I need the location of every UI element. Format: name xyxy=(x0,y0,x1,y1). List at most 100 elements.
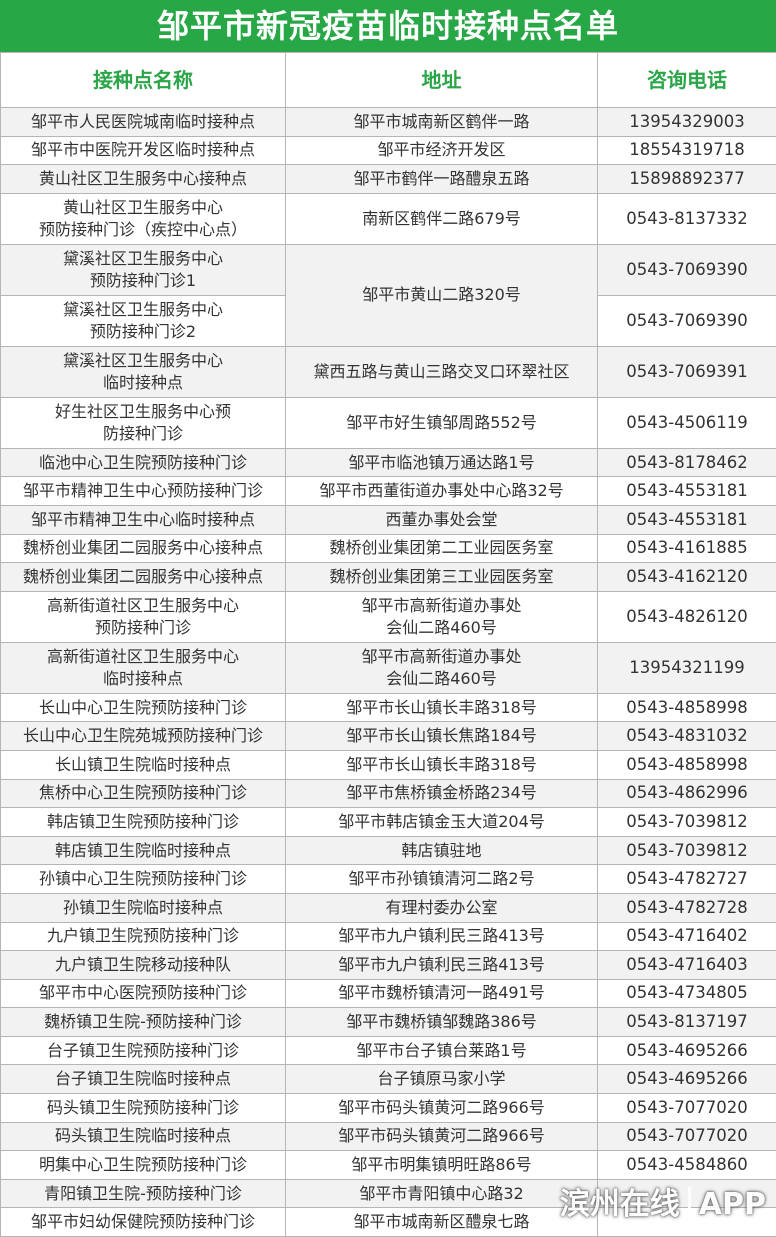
phone-cell: 0543-4695266 xyxy=(597,1035,776,1066)
name-cell: 黄山社区卫生服务中心接种点 xyxy=(0,164,286,194)
phone-cell: 0543-7039812 xyxy=(597,807,776,837)
row: 台子镇卫生院临时接种点 台子镇原马家小学 0543-4695266 xyxy=(0,1064,776,1095)
row: 长山中心卫生院苑城预防接种门诊 邹平市长山镇长焦路184号 0543-4831032 xyxy=(0,721,776,751)
phone-cell xyxy=(597,1207,776,1237)
name-cell: 码头镇卫生院临时接种点 xyxy=(0,1121,286,1152)
name-cell: 高新街道社区卫生服务中心 临时接种点 xyxy=(0,641,286,694)
address-cell: 邹平市九户镇利民三路413号 xyxy=(285,921,598,952)
address-cell: 邹平市孙镇镇清河二路2号 xyxy=(285,864,598,894)
address-cell: 邹平市高新街道办事处 会仙二路460号 xyxy=(285,641,598,694)
table: 接种点名称 地址 咨询电话 邹平市人民医院城南临时接种点 邹平市城南新区鹤伴一路 1… xyxy=(0,52,776,1237)
title: 邹平市新冠疫苗临时接种点名单 xyxy=(0,0,776,52)
row: 码头镇卫生院预防接种门诊 邹平市码头镇黄河二路966号 0543-7077020 xyxy=(0,1093,776,1123)
row: 邹平市妇幼保健院预防接种门诊 邹平市城南新区醴泉七路 xyxy=(0,1207,776,1237)
name-cell: 黛溪社区卫生服务中心 预防接种门诊1 xyxy=(0,243,286,296)
phone-cell: 13954329003 xyxy=(597,107,776,137)
row: 焦桥中心卫生院预防接种门诊 邹平市焦桥镇金桥路234号 0543-4862996 xyxy=(0,778,776,809)
name-cell: 魏桥创业集团二园服务中心接种点 xyxy=(0,533,286,564)
phone-cell: 0543-4162120 xyxy=(597,562,776,592)
phone-cell: 0543-8137197 xyxy=(597,1007,776,1037)
name-cell: 韩店镇卫生院临时接种点 xyxy=(0,835,286,866)
phone-cell: 0543-8178462 xyxy=(597,447,776,478)
row: 黛溪社区卫生服务中心 预防接种门诊2 0543-7069390 xyxy=(0,294,776,347)
phone-cell: 0543-4831032 xyxy=(597,721,776,751)
address-cell: 邹平市经济开发区 xyxy=(285,135,598,166)
table-body: 邹平市人民医院城南临时接种点 邹平市城南新区鹤伴一路 13954329003 邹平市中… xyxy=(0,107,776,1237)
phone-cell: 0543-4161885 xyxy=(597,533,776,564)
name-cell: 邹平市妇幼保健院预防接种门诊 xyxy=(0,1207,286,1237)
address-cell: 邹平市好生镇邹周路552号 xyxy=(285,396,598,449)
name-cell: 长山中心卫生院预防接种门诊 xyxy=(0,692,286,723)
name-cell: 台子镇卫生院预防接种门诊 xyxy=(0,1035,286,1066)
row: 魏桥创业集团二园服务中心接种点 魏桥创业集团第二工业园医务室 0543-416188… xyxy=(0,533,776,564)
phone-cell: 15898892377 xyxy=(597,164,776,194)
address-cell: 邹平市城南新区鹤伴一路 xyxy=(285,107,598,137)
name-cell: 码头镇卫生院预防接种门诊 xyxy=(0,1093,286,1123)
phone-cell: 0543-4826120 xyxy=(597,590,776,643)
row: 台子镇卫生院预防接种门诊 邹平市台子镇台莱路1号 0543-4695266 xyxy=(0,1035,776,1066)
address-cell: 南新区鹤伴二路679号 xyxy=(285,192,598,245)
row: 韩店镇卫生院预防接种门诊 邹平市韩店镇金玉大道204号 0543-7039812 xyxy=(0,807,776,837)
address-cell: 魏桥创业集团第三工业园医务室 xyxy=(285,562,598,592)
address-cell: 台子镇原马家小学 xyxy=(285,1064,598,1095)
name-cell: 孙镇中心卫生院预防接种门诊 xyxy=(0,864,286,894)
phone-cell: 0543-4553181 xyxy=(597,476,776,506)
phone-cell: 0543-4584860 xyxy=(597,1150,776,1180)
address-cell: 邹平市九户镇利民三路413号 xyxy=(285,950,598,980)
row: 黛溪社区卫生服务中心 预防接种门诊1 邹平市黄山二路320号 0543-706939… xyxy=(0,243,776,347)
name-cell: 黛溪社区卫生服务中心 临时接种点 xyxy=(0,345,286,398)
phone-cell: 0543-7069390 xyxy=(597,294,776,347)
row: 邹平市中心医院预防接种门诊 邹平市魏桥镇清河一路491号 0543-4734805 xyxy=(0,978,776,1009)
address-cell: 邹平市韩店镇金玉大道204号 xyxy=(285,807,598,837)
name-cell: 邹平市精神卫生中心临时接种点 xyxy=(0,504,286,535)
phone-cell: 0543-7077020 xyxy=(597,1121,776,1152)
phone-cell: 0543-7069391 xyxy=(597,345,776,398)
row: 邹平市精神卫生中心临时接种点 西董办事处会堂 0543-4553181 xyxy=(0,504,776,535)
name-cell: 孙镇卫生院临时接种点 xyxy=(0,892,286,923)
address-cell: 西董办事处会堂 xyxy=(285,504,598,535)
phone-cell: 0543-4734805 xyxy=(597,978,776,1009)
address-cell: 邹平市码头镇黄河二路966号 xyxy=(285,1121,598,1152)
address-cell: 邹平市青阳镇中心路32 xyxy=(285,1178,598,1209)
name-cell: 韩店镇卫生院预防接种门诊 xyxy=(0,807,286,837)
address-cell: 邹平市长山镇长焦路184号 xyxy=(285,721,598,751)
name-cell: 九户镇卫生院预防接种门诊 xyxy=(0,921,286,952)
name-cell: 青阳镇卫生院-预防接种门诊 xyxy=(0,1178,286,1209)
row: 临池中心卫生院预防接种门诊 邹平市临池镇万通达路1号 0543-8178462 xyxy=(0,447,776,478)
phone-cell: 0543-7039812 xyxy=(597,835,776,866)
name-cell: 魏桥创业集团二园服务中心接种点 xyxy=(0,562,286,592)
address-cell: 邹平市长山镇长丰路318号 xyxy=(285,749,598,780)
phone-cell: 0543-8137332 xyxy=(597,192,776,245)
address-cell: 邹平市魏桥镇邹魏路386号 xyxy=(285,1007,598,1037)
row: 长山镇卫生院临时接种点 邹平市长山镇长丰路318号 0543-4858998 xyxy=(0,749,776,780)
address-cell: 邹平市码头镇黄河二路966号 xyxy=(285,1093,598,1123)
row: 邹平市人民医院城南临时接种点 邹平市城南新区鹤伴一路 13954329003 xyxy=(0,107,776,137)
address-cell: 邹平市魏桥镇清河一路491号 xyxy=(285,978,598,1009)
row: 码头镇卫生院临时接种点 邹平市码头镇黄河二路966号 0543-7077020 xyxy=(0,1121,776,1152)
header-cell: 接种点名称 xyxy=(0,52,286,108)
phone-cell: 0543-4506119 xyxy=(597,396,776,449)
row: 孙镇卫生院临时接种点 有理村委办公室 0543-4782728 xyxy=(0,892,776,923)
name-cell: 明集中心卫生院预防接种门诊 xyxy=(0,1150,286,1180)
phone-cell: 0543-4782728 xyxy=(597,892,776,923)
address-cell: 邹平市城南新区醴泉七路 xyxy=(285,1207,598,1237)
row: 高新街道社区卫生服务中心 临时接种点 邹平市高新街道办事处 会仙二路460号 139… xyxy=(0,641,776,694)
header-cell: 地址 xyxy=(285,52,598,108)
row: 邹平市精神卫生中心预防接种门诊 邹平市西董街道办事处中心路32号 0543-4553… xyxy=(0,476,776,506)
address-cell: 邹平市西董街道办事处中心路32号 xyxy=(285,476,598,506)
phone-cell: 0543-7077020 xyxy=(597,1093,776,1123)
phone-cell: 0543-4858998 xyxy=(597,749,776,780)
watermark-text: 滨州在线 xyxy=(559,1187,680,1222)
row: 明集中心卫生院预防接种门诊 邹平市明集镇明旺路86号 0543-4584860 xyxy=(0,1150,776,1180)
name-cell: 焦桥中心卫生院预防接种门诊 xyxy=(0,778,286,809)
row: 魏桥镇卫生院-预防接种门诊 邹平市魏桥镇邹魏路386号 0543-8137197 xyxy=(0,1007,776,1037)
address-cell: 韩店镇驻地 xyxy=(285,835,598,866)
watermark: 滨州在线 APP xyxy=(560,1179,766,1223)
row: 黄山社区卫生服务中心接种点 邹平市鹤伴一路醴泉五路 15898892377 xyxy=(0,164,776,194)
row: 孙镇中心卫生院预防接种门诊 邹平市孙镇镇清河二路2号 0543-4782727 xyxy=(0,864,776,894)
name-cell: 长山镇卫生院临时接种点 xyxy=(0,749,286,780)
row: 九户镇卫生院预防接种门诊 邹平市九户镇利民三路413号 0543-4716402 xyxy=(0,921,776,952)
address-cell: 魏桥创业集团第二工业园医务室 xyxy=(285,533,598,564)
phone-cell: 0543-7069390 xyxy=(597,243,776,296)
